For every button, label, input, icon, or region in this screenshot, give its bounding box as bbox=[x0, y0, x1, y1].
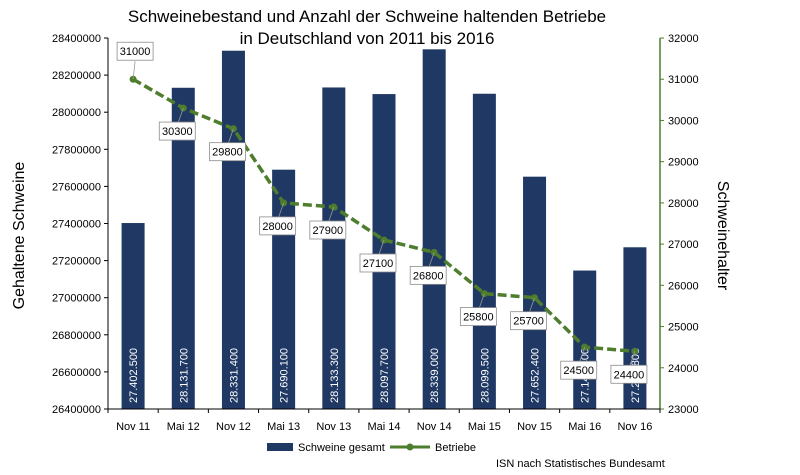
bar bbox=[372, 94, 396, 409]
y-axis-right-label: Schweinehalter bbox=[714, 181, 731, 291]
bar-data-label: 28.339.000 bbox=[429, 348, 441, 403]
x-tick-label: Nov 16 bbox=[617, 421, 652, 433]
line-data-label: 25700 bbox=[513, 316, 544, 328]
bar bbox=[523, 176, 547, 409]
y-right-tick-label: 28000 bbox=[668, 198, 699, 210]
bar bbox=[422, 49, 446, 410]
line-data-label-box bbox=[359, 253, 397, 273]
bar-series: 27.402.500 28.131.700 28.331.400 27.690.100… bbox=[121, 49, 647, 410]
x-tick-label: Nov 13 bbox=[316, 421, 351, 433]
y-right-tick-label: 24000 bbox=[668, 363, 699, 375]
line-data-label: 27100 bbox=[363, 258, 394, 270]
line-data-label: 31000 bbox=[120, 46, 151, 58]
line-data-label-box bbox=[610, 364, 648, 384]
y-left-tick-label: 27200000 bbox=[52, 256, 101, 268]
legend-swatch-bars bbox=[267, 443, 293, 451]
line-data-label-box bbox=[116, 41, 154, 61]
line-data-label: 27900 bbox=[313, 225, 344, 237]
y-left-tick-label: 27800000 bbox=[52, 144, 101, 156]
bar-data-label: 28.097.700 bbox=[379, 348, 391, 403]
x-tick-label: Mai 14 bbox=[367, 421, 400, 433]
y-right-tick-label: 32000 bbox=[668, 33, 699, 45]
x-tick-label: Mai 15 bbox=[468, 421, 501, 433]
x-tick-label: Nov 11 bbox=[116, 421, 150, 433]
y-left-tick-label: 27600000 bbox=[52, 181, 101, 193]
line-data-label: 24500 bbox=[563, 365, 594, 377]
bar bbox=[322, 87, 346, 410]
y-left-tick-label: 28200000 bbox=[52, 70, 101, 82]
line-data-label: 26800 bbox=[413, 270, 444, 282]
bar bbox=[472, 93, 496, 410]
x-tick-label: Nov 14 bbox=[417, 421, 452, 433]
line-data-label: 30300 bbox=[162, 126, 193, 138]
line-data-label-box bbox=[409, 265, 447, 285]
line-data-label-box bbox=[560, 360, 598, 380]
bar-data-label: 28.099.500 bbox=[479, 348, 491, 403]
line-data-label: 29800 bbox=[212, 147, 243, 159]
bar bbox=[171, 87, 195, 409]
bar-data-label: 28.131.700 bbox=[178, 348, 190, 403]
y-left-tick-label: 26600000 bbox=[52, 367, 101, 379]
line-data-label-box bbox=[309, 220, 347, 240]
line-series: 31000 30300 29800 28000 27900 27100 26800 25800… bbox=[116, 41, 648, 384]
y-left-tick-label: 28000000 bbox=[52, 107, 101, 119]
line-data-label-box bbox=[158, 121, 196, 141]
line-data-label-box bbox=[459, 307, 497, 326]
y-right-tick-label: 29000 bbox=[668, 157, 699, 169]
x-tick-label: Mai 13 bbox=[267, 421, 300, 433]
y-right-tick-label: 27000 bbox=[668, 239, 699, 251]
line-data-label: 28000 bbox=[262, 221, 293, 233]
legend-marker-line bbox=[406, 443, 414, 451]
bar-data-label: 27.690.100 bbox=[279, 348, 291, 403]
x-tick-label: Nov 15 bbox=[517, 421, 552, 433]
x-tick-label: Mai 16 bbox=[568, 421, 601, 433]
line-data-label-box bbox=[510, 311, 547, 331]
chart-title-line-2: in Deutschland von 2011 bis 2016 bbox=[240, 29, 495, 48]
y-left-tick-label: 26400000 bbox=[52, 404, 101, 416]
chart-title: Schweinebestand und Anzahl der Schweine … bbox=[128, 7, 606, 48]
y-left-tick-label: 27400000 bbox=[52, 219, 101, 231]
line-data-label-leader bbox=[132, 61, 136, 80]
x-tick-label: Mai 12 bbox=[167, 421, 200, 433]
y-right-tick-label: 26000 bbox=[668, 280, 699, 292]
source-note: ISN nach Statistisches Bundesamt bbox=[496, 458, 665, 470]
y-axis-left-label: Gehaltene Schweine bbox=[11, 162, 28, 310]
line-data-label-box bbox=[259, 216, 297, 236]
axes: 26400000 26600000 26800000 27000000 27200000… bbox=[52, 33, 699, 433]
y-right-tick-label: 23000 bbox=[668, 404, 699, 416]
legend-label-line: Betriebe bbox=[435, 442, 476, 454]
y-left-tick-label: 27000000 bbox=[52, 293, 101, 305]
bar-data-label: 27.652.400 bbox=[530, 348, 542, 403]
line-data-label: 24400 bbox=[614, 369, 645, 381]
bar bbox=[121, 223, 145, 409]
y-right-tick-label: 30000 bbox=[668, 115, 699, 127]
y-left-tick-label: 28400000 bbox=[52, 33, 101, 45]
chart-title-line-1: Schweinebestand und Anzahl der Schweine … bbox=[128, 7, 606, 26]
bar-data-label: 27.402.500 bbox=[128, 348, 140, 403]
legend: Schweine gesamt Betriebe bbox=[267, 442, 476, 454]
y-left-tick-label: 26800000 bbox=[52, 330, 101, 342]
line-data-label-box bbox=[209, 142, 246, 162]
line-data-label: 25800 bbox=[463, 312, 494, 324]
legend-label-bars: Schweine gesamt bbox=[298, 442, 385, 454]
bar-data-label: 28.133.300 bbox=[329, 348, 341, 403]
x-tick-label: Nov 12 bbox=[216, 421, 251, 433]
bar-data-label: 28.331.400 bbox=[228, 348, 240, 403]
y-right-tick-label: 25000 bbox=[668, 322, 699, 334]
y-right-tick-label: 31000 bbox=[668, 74, 699, 86]
